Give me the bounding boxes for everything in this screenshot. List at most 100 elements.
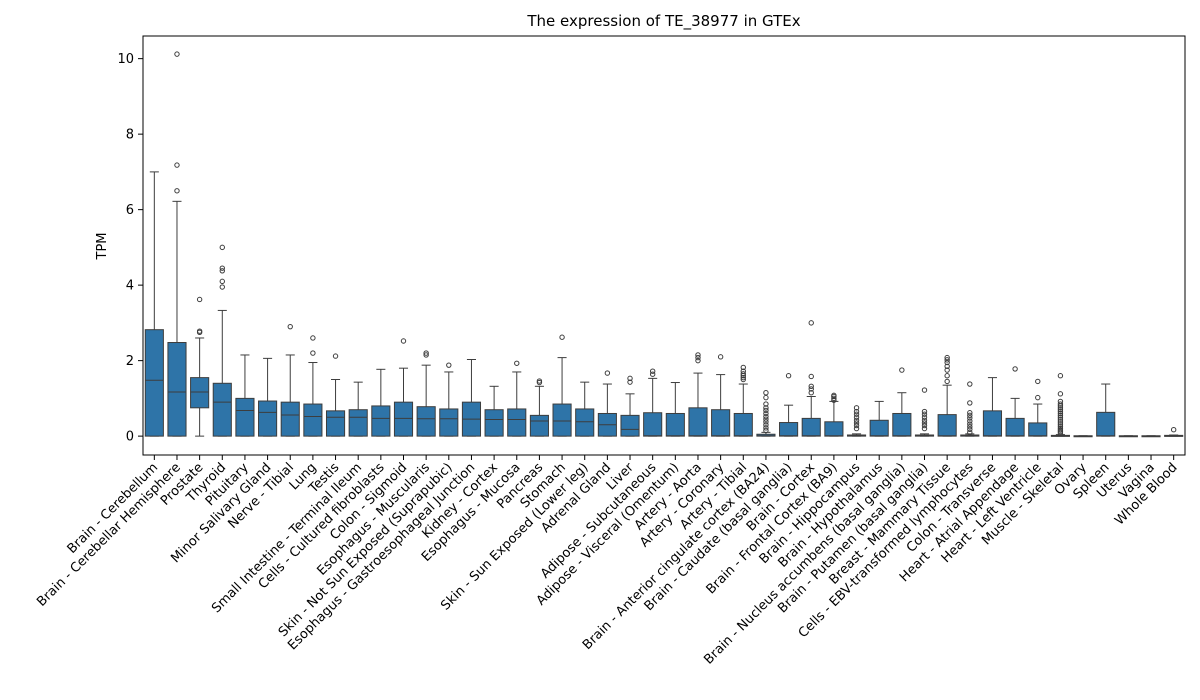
outlier-point xyxy=(944,354,950,361)
outlier-point xyxy=(1170,427,1177,433)
outlier-point xyxy=(808,386,814,392)
outlier-point xyxy=(831,395,837,402)
box xyxy=(824,421,844,437)
outlier-point xyxy=(604,370,611,376)
outlier-point xyxy=(921,411,928,417)
outlier-point xyxy=(740,371,746,377)
box xyxy=(892,412,912,437)
box xyxy=(325,410,346,437)
box xyxy=(552,403,572,437)
outlier-point xyxy=(921,387,928,393)
outlier-point xyxy=(831,392,837,399)
outlier-point xyxy=(853,408,860,415)
box xyxy=(529,414,549,437)
outlier-point xyxy=(400,338,407,344)
box xyxy=(393,401,414,437)
plot-frame xyxy=(142,35,1186,456)
outlier-point xyxy=(332,353,339,359)
outlier-point xyxy=(310,335,316,341)
outlier-point xyxy=(1057,401,1064,407)
box xyxy=(643,412,663,437)
box xyxy=(439,408,459,437)
outlier-point xyxy=(649,368,656,374)
outlier-point xyxy=(808,373,814,380)
outlier-point xyxy=(1035,378,1041,385)
outlier-point xyxy=(514,360,520,366)
box xyxy=(620,414,640,437)
outlier-point xyxy=(967,410,973,416)
outlier-point xyxy=(763,427,769,434)
outlier-point xyxy=(1035,394,1041,401)
outlier-point xyxy=(763,422,769,428)
box xyxy=(190,377,210,409)
box xyxy=(144,329,164,437)
outlier-point xyxy=(649,371,656,377)
outlier-point xyxy=(310,350,316,356)
outlier-point xyxy=(831,397,837,403)
outlier-point xyxy=(1057,414,1064,420)
outlier-point xyxy=(921,422,928,429)
box xyxy=(235,397,255,437)
outlier-point xyxy=(967,412,973,419)
outlier-point xyxy=(627,379,633,385)
outlier-point xyxy=(763,401,769,407)
box xyxy=(779,422,799,437)
box xyxy=(1028,422,1048,437)
outlier-point xyxy=(944,367,950,373)
box xyxy=(416,406,436,437)
outlier-point xyxy=(219,284,225,290)
outlier-point xyxy=(1057,407,1064,413)
outlier-point xyxy=(763,390,769,396)
outlier-point xyxy=(763,405,769,411)
outlier-point xyxy=(740,368,746,374)
outlier-point xyxy=(1057,412,1064,419)
outlier-point xyxy=(219,278,225,285)
outlier-point xyxy=(1057,416,1064,422)
box xyxy=(484,409,504,437)
outlier-point xyxy=(559,334,565,340)
box xyxy=(371,405,391,437)
outlier-point xyxy=(763,407,769,414)
outlier-point xyxy=(808,390,814,396)
outlier-point xyxy=(763,394,769,401)
y-tick-label: 10 xyxy=(117,52,134,67)
outlier-point xyxy=(174,188,180,194)
outlier-point xyxy=(1057,398,1064,405)
outlier-point xyxy=(967,421,973,427)
box xyxy=(1096,411,1116,437)
outlier-point xyxy=(967,415,973,421)
outlier-point xyxy=(1057,410,1064,417)
box xyxy=(1005,417,1025,437)
outlier-point xyxy=(808,383,814,389)
outlier-point xyxy=(763,425,769,431)
outlier-point xyxy=(967,381,973,387)
outlier-point xyxy=(695,357,701,364)
outlier-point xyxy=(740,374,746,381)
outlier-point xyxy=(763,413,769,420)
outlier-point xyxy=(1057,425,1064,432)
outlier-point xyxy=(695,352,701,358)
outlier-point xyxy=(921,420,928,426)
outlier-point xyxy=(446,362,452,368)
outlier-point xyxy=(921,414,928,420)
outlier-point xyxy=(944,357,950,363)
outlier-point xyxy=(536,378,543,384)
box xyxy=(303,403,323,437)
box xyxy=(280,401,300,437)
box xyxy=(688,407,708,437)
outlier-point xyxy=(219,265,225,271)
outlier-point xyxy=(785,373,792,379)
y-tick-label: 0 xyxy=(126,430,134,445)
outlier-point xyxy=(1057,405,1064,411)
outlier-point xyxy=(1057,422,1064,428)
outlier-point xyxy=(1057,423,1064,430)
outlier-point xyxy=(853,417,860,423)
box xyxy=(869,419,889,437)
box xyxy=(575,408,595,437)
outlier-point xyxy=(853,414,860,420)
outlier-point xyxy=(423,352,429,358)
outlier-point xyxy=(423,350,429,356)
outlier-point xyxy=(1057,391,1064,397)
